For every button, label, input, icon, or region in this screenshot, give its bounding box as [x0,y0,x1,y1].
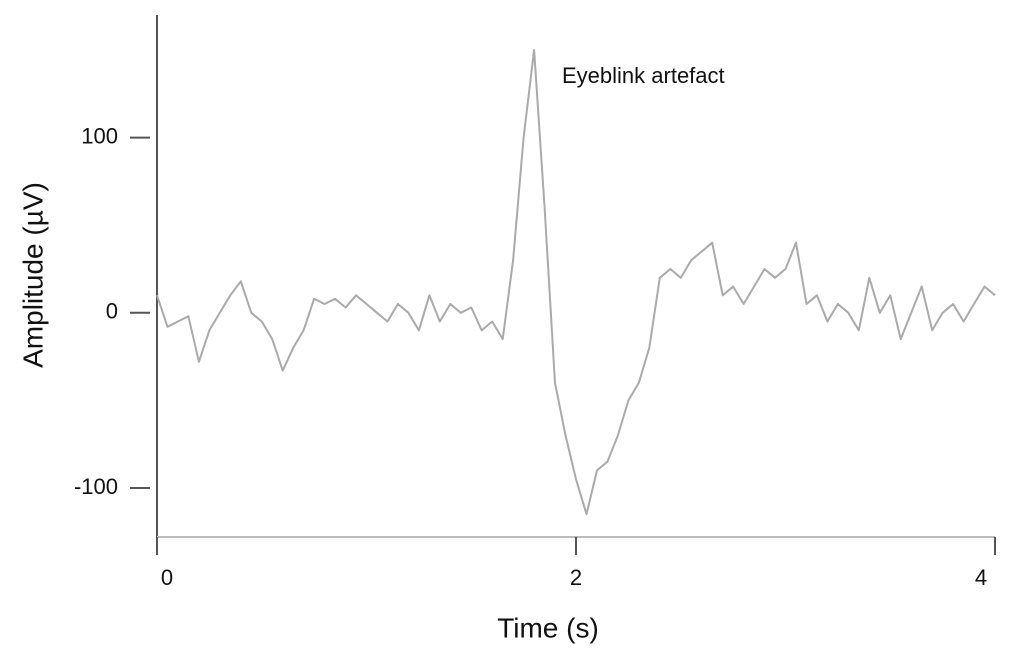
x-tick-label: 0 [161,565,173,590]
y-tick-label: 100 [81,123,118,148]
x-tick-label: 4 [975,565,987,590]
y-tick-label: 0 [106,299,118,324]
y-tick-label: -100 [74,474,118,499]
x-tick-label: 2 [570,565,582,590]
annotation: Eyeblink artefact [562,63,725,88]
line [156,49,996,516]
y-axis-title: Amplitude (µV) [17,182,48,368]
x-axis-title: Time (s) [497,612,599,643]
